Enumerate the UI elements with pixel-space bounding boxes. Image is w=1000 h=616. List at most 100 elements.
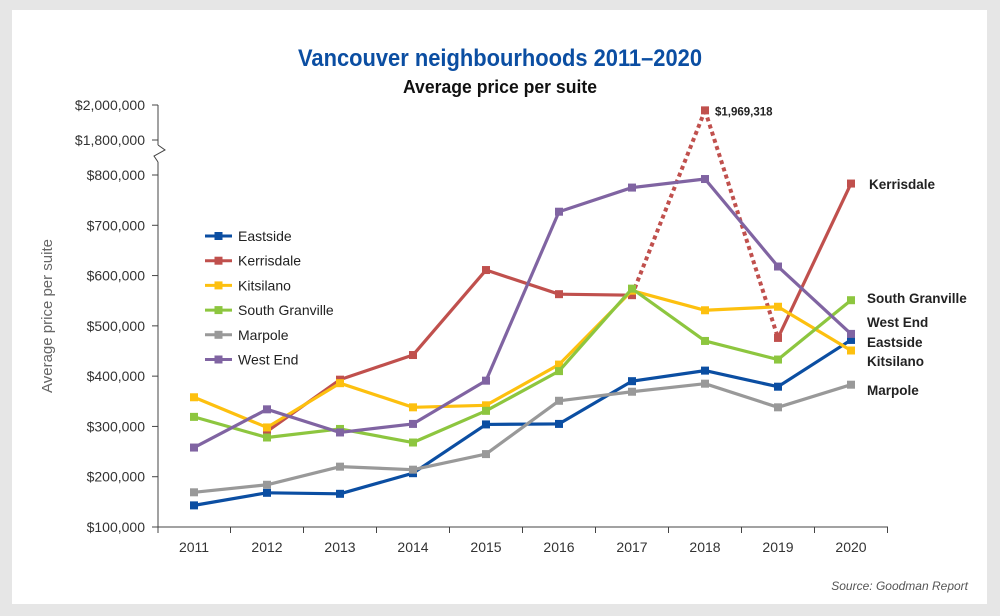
data-point-marker [263,423,271,432]
data-point-marker [555,419,563,428]
series-end-label: Kerrisdale [869,177,936,192]
data-point-marker [336,489,344,498]
series-line-segment [412,452,487,472]
series-line-segment [485,369,560,413]
series-line-segment [339,353,414,382]
data-point-marker [555,360,563,369]
y-tick-label: $200,000 [87,469,146,485]
data-point-marker [774,382,782,391]
data-point-marker [774,403,782,412]
series-end-label: Eastside [867,335,923,350]
y-tick-label: $1,800,000 [75,132,145,148]
legend-label: Marpole [238,327,289,343]
series-end-label: Marpole [867,383,919,398]
chart-frame [12,10,987,604]
series-line-segment [704,369,779,389]
series-line-segment [484,211,561,382]
data-point-marker [847,329,855,338]
data-point-marker [482,450,490,459]
series-line-segment [777,383,852,409]
data-point-marker [774,333,782,342]
data-point-marker [263,433,271,442]
data-point-marker [482,376,490,385]
series-line-segment [631,289,706,312]
data-point-marker [263,480,271,489]
series-line-segment [266,491,341,496]
y-tick-label: $2,000,000 [75,97,145,113]
series-end-label: West End [867,315,928,330]
series-line-segment [412,403,487,409]
legend-label: West End [238,352,298,368]
series-end-label: Kitsilano [867,354,924,369]
y-tick-label: $300,000 [87,418,146,434]
x-tick-label: 2012 [251,539,282,555]
series-line-segment [704,305,779,312]
series-line-segment [193,395,268,429]
series-line-segment [704,382,779,409]
y-tick-label: $800,000 [87,167,146,183]
legend-swatch-marker [214,355,223,364]
series-line-segment [631,177,706,190]
data-point-marker [482,406,490,415]
series-line-segment [339,465,414,472]
x-tick-label: 2019 [762,539,793,555]
series-line-segment [703,177,780,268]
series-end-label: South Granville [867,291,967,306]
data-point-marker [409,403,417,412]
data-point-marker [774,355,782,364]
data-point-marker [628,387,636,396]
y-axis-title: Average price per suite [39,239,56,393]
data-point-marker [555,396,563,405]
series-line-segment [558,390,633,403]
y-tick-label: $700,000 [87,217,146,233]
legend-label: South Granville [238,302,334,318]
data-point-marker [847,346,855,355]
series-line-segment [777,338,852,389]
series-line-segment [193,491,268,507]
chart-subtitle: Average price per suite [403,77,597,97]
data-point-marker [774,262,782,271]
data-point-marker [628,183,636,192]
data-point-marker [701,106,709,115]
data-point-marker [701,366,709,375]
data-point-marker [409,438,417,447]
data-point-marker [409,351,417,360]
series-line-segment [412,423,487,475]
y-tick-label: $500,000 [87,318,146,334]
series-line-segment [631,287,706,343]
series-line-segment [339,422,414,435]
peak-annotation: $1,969,318 [715,106,773,118]
data-point-marker [847,179,855,188]
series-line-segment [485,268,560,296]
series-line-segment [485,363,560,407]
data-point-marker [628,291,636,300]
data-point-marker [628,377,636,386]
series-line-segment [704,339,779,362]
x-tick-label: 2016 [543,539,574,555]
legend-label: Kitsilano [238,277,291,293]
data-point-marker [263,488,271,497]
series-line-segment [339,381,414,409]
series-line-segment [776,265,853,336]
series-line-segment [558,292,633,297]
legend-swatch-marker [214,256,223,265]
series-line-segment [630,109,707,296]
legend-swatch-marker [214,232,223,240]
series-line-segment [266,381,341,429]
data-point-marker [555,367,563,376]
legend-swatch-marker [214,330,223,339]
data-point-marker [847,380,855,389]
data-point-marker [263,427,271,436]
x-tick-label: 2017 [616,539,647,555]
series-line-segment [558,379,633,426]
series-line-segment [339,471,414,496]
legend-swatch-marker [214,306,223,315]
series-line-segment [485,422,560,427]
data-point-marker [701,379,709,388]
data-point-marker [482,266,490,275]
legend-label: Eastside [238,228,292,244]
x-tick-label: 2020 [835,539,866,555]
x-tick-label: 2018 [689,539,720,555]
series-line-segment [558,186,633,214]
